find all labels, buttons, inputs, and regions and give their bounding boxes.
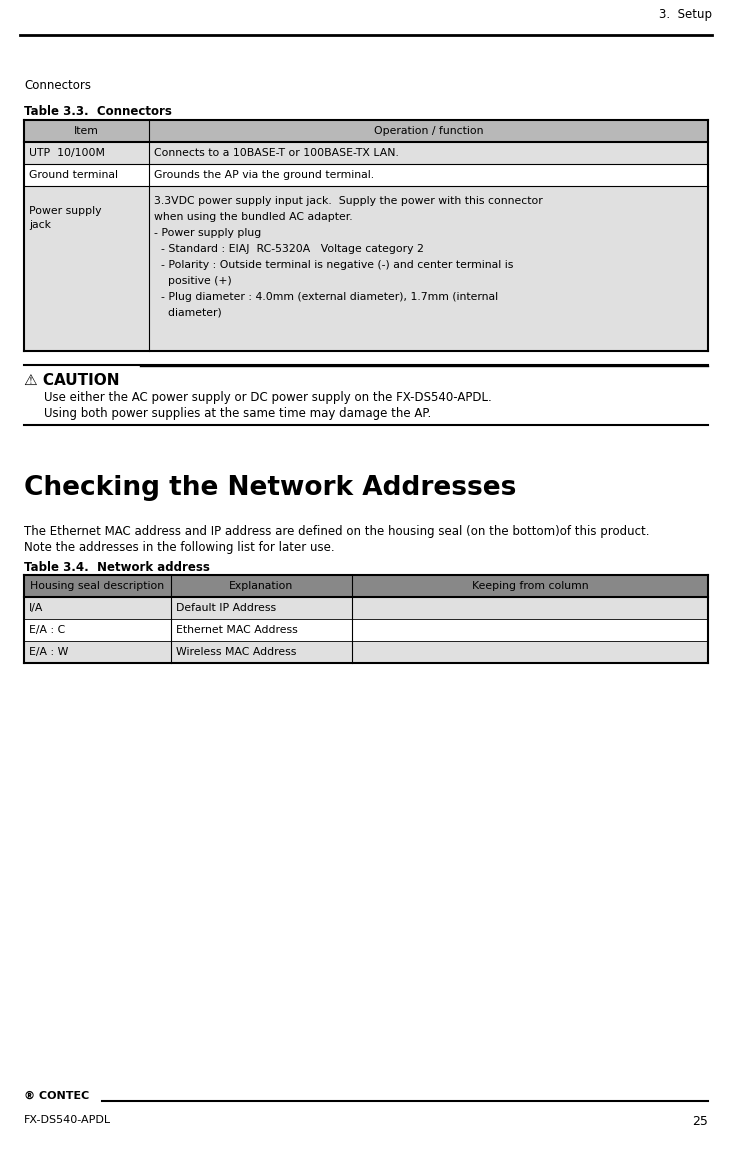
Text: diameter): diameter): [154, 308, 222, 317]
Text: FX-DS540-APDL: FX-DS540-APDL: [24, 1115, 111, 1125]
Text: 3.  Setup: 3. Setup: [659, 8, 712, 21]
Text: E/A : C: E/A : C: [29, 625, 65, 635]
Text: Use either the AC power supply or DC power supply on the FX-DS540-APDL.: Use either the AC power supply or DC pow…: [44, 391, 492, 404]
Text: Checking the Network Addresses: Checking the Network Addresses: [24, 475, 516, 501]
Text: - Plug diameter : 4.0mm (external diameter), 1.7mm (internal: - Plug diameter : 4.0mm (external diamet…: [154, 292, 498, 301]
Text: Explanation: Explanation: [229, 580, 294, 591]
Bar: [24, 186, 708, 351]
Bar: [24, 619, 708, 641]
Text: 3.3VDC power supply input jack.  Supply the power with this connector: 3.3VDC power supply input jack. Supply t…: [154, 195, 542, 206]
Bar: [24, 120, 708, 142]
Text: Housing seal description: Housing seal description: [31, 580, 165, 591]
Text: Ground terminal: Ground terminal: [29, 170, 118, 180]
Text: Grounds the AP via the ground terminal.: Grounds the AP via the ground terminal.: [154, 170, 374, 180]
Bar: [24, 575, 708, 597]
Text: - Power supply plug: - Power supply plug: [154, 228, 261, 237]
Text: Connectors: Connectors: [24, 79, 91, 92]
Bar: [24, 164, 708, 186]
Text: ® CONTEC: ® CONTEC: [24, 1091, 89, 1101]
Text: - Standard : EIAJ  RC-5320A   Voltage category 2: - Standard : EIAJ RC-5320A Voltage categ…: [154, 244, 424, 254]
Text: I/A: I/A: [29, 602, 43, 613]
Bar: [24, 641, 708, 663]
Text: Note the addresses in the following list for later use.: Note the addresses in the following list…: [24, 541, 335, 554]
Text: Item: Item: [74, 126, 99, 136]
Text: Keeping from column: Keeping from column: [471, 580, 589, 591]
Text: UTP  10/100M: UTP 10/100M: [29, 148, 105, 158]
Text: - Polarity : Outside terminal is negative (-) and center terminal is: - Polarity : Outside terminal is negativ…: [154, 259, 513, 270]
Text: Wireless MAC Address: Wireless MAC Address: [176, 647, 296, 657]
Text: Table 3.3.  Connectors: Table 3.3. Connectors: [24, 105, 172, 117]
Bar: [24, 597, 708, 619]
Text: Using both power supplies at the same time may damage the AP.: Using both power supplies at the same ti…: [44, 407, 431, 420]
Text: ⚠ CAUTION: ⚠ CAUTION: [24, 373, 119, 387]
Text: Connects to a 10BASE-T or 100BASE-TX LAN.: Connects to a 10BASE-T or 100BASE-TX LAN…: [154, 148, 399, 158]
Text: Operation / function: Operation / function: [374, 126, 483, 136]
Text: Ethernet MAC Address: Ethernet MAC Address: [176, 625, 298, 635]
Text: Default IP Address: Default IP Address: [176, 602, 276, 613]
Text: when using the bundled AC adapter.: when using the bundled AC adapter.: [154, 212, 353, 222]
Text: The Ethernet MAC address and IP address are defined on the housing seal (on the : The Ethernet MAC address and IP address …: [24, 525, 649, 537]
Text: 25: 25: [692, 1115, 708, 1128]
Text: Table 3.4.  Network address: Table 3.4. Network address: [24, 561, 210, 573]
Text: Power supply: Power supply: [29, 206, 102, 216]
Text: positive (+): positive (+): [154, 276, 232, 286]
Text: E/A : W: E/A : W: [29, 647, 68, 657]
Bar: [24, 142, 708, 164]
Text: jack: jack: [29, 220, 51, 230]
